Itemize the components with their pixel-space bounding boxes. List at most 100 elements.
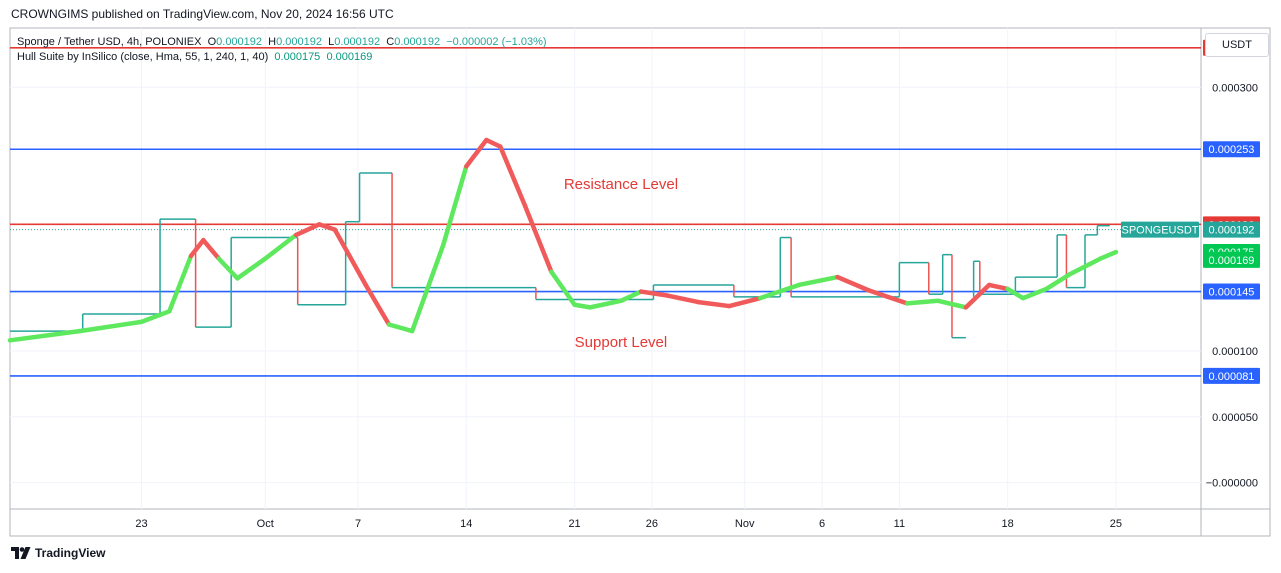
level-tag-4: 0.000081 <box>1209 371 1255 383</box>
legend-indicator-row: Hull Suite by InSilico (close, Hma, 55, … <box>17 50 547 65</box>
hull-segment <box>572 302 593 310</box>
hull-segment <box>796 274 840 288</box>
currency-button[interactable]: USDT <box>1205 33 1269 57</box>
x-tick-label-10: 25 <box>1110 518 1122 530</box>
x-tick-label-3: 14 <box>460 518 472 530</box>
hull-segment <box>363 282 392 327</box>
hull-segment <box>963 282 992 310</box>
legend-low-label: L <box>328 36 335 48</box>
annotations: Resistance Level Support Level <box>564 176 678 351</box>
y-tick-label-0: 0.000300 <box>1212 82 1258 94</box>
legend-high-label: H <box>268 36 277 48</box>
annotation-0: Resistance Level <box>564 176 678 193</box>
hull-segment <box>332 227 369 288</box>
hull-segment <box>726 295 763 309</box>
x-tick-label-2: 7 <box>355 518 361 530</box>
last-price-tag: 0.000192 <box>1209 225 1255 237</box>
annotation-1: Support Level <box>575 334 668 351</box>
hull-segment <box>1044 272 1072 292</box>
x-tick-label-8: 11 <box>894 518 905 530</box>
hull-segment <box>188 237 206 259</box>
x-axis-ticks: 23 Oct 7 14 21 26 Nov 6 11 18 25 <box>135 518 1122 530</box>
legend-high: 0.000192 <box>276 36 322 48</box>
hull-segment <box>1098 249 1119 261</box>
hull-segment <box>665 293 701 305</box>
footer-brand: TradingView <box>11 546 105 560</box>
hull-segment <box>167 253 194 314</box>
price-step-line <box>10 172 1110 339</box>
hull-segment <box>201 237 222 261</box>
x-tick-label-7: 6 <box>819 518 825 530</box>
level-tag-4-bg <box>1203 367 1260 384</box>
level-tag-1-bg <box>1203 141 1260 158</box>
hull-segment <box>498 144 528 209</box>
legend: Sponge / Tether USD, 4h, POLONIEX O0.000… <box>17 35 547 65</box>
legend-low: 0.000192 <box>334 36 381 48</box>
legend-indicator-value-2: 0.000169 <box>326 51 373 63</box>
hull-segment <box>835 274 871 293</box>
y-tick-label-2: 0.000050 <box>1212 412 1258 424</box>
legend-symbol-row: Sponge / Tether USD, 4h, POLONIEX O0.000… <box>17 35 547 50</box>
legend-open: 0.000192 <box>216 36 263 48</box>
hull-segment <box>440 164 469 248</box>
hull-segment <box>1082 256 1103 269</box>
x-tick-label-4: 21 <box>568 518 580 530</box>
hull-segment <box>216 256 240 281</box>
hull-segment <box>77 319 144 334</box>
last-price-tag-bg <box>1203 221 1260 238</box>
legend-symbol[interactable]: Sponge / Tether USD, 4h, POLONIEX <box>17 36 202 48</box>
level-tag-3: 0.000145 <box>1209 287 1255 299</box>
legend-indicator-value-1: 0.000175 <box>274 51 321 63</box>
legend-change: −0.000002 (−1.03%) <box>446 36 547 48</box>
y-tick-label-3: −0.000000 <box>1206 478 1258 490</box>
hull-segment <box>549 269 577 307</box>
hull-segment <box>139 309 172 325</box>
level-lines <box>10 46 1201 377</box>
hull-segment <box>935 298 969 310</box>
x-tick-label-0: 23 <box>135 518 147 530</box>
symbol-tag-bg <box>1121 221 1199 238</box>
x-tick-label-6: Nov <box>735 518 755 530</box>
hull-segment <box>757 282 802 301</box>
grid-lines <box>10 28 1201 509</box>
legend-open-label: O <box>207 36 217 48</box>
hull-segment <box>409 243 446 334</box>
hull-segment <box>484 137 503 149</box>
hull-segment <box>1067 264 1088 277</box>
legend-close-label: C <box>386 36 395 48</box>
hull-segment <box>696 299 732 309</box>
y-tick-label-1: 0.000100 <box>1212 346 1258 358</box>
hull-segment <box>1020 286 1049 301</box>
hull-segment <box>587 298 624 310</box>
legend-close: 0.000192 <box>394 36 441 48</box>
x-tick-label-1: Oct <box>257 518 274 530</box>
level-tag-1: 0.000253 <box>1209 144 1255 156</box>
hull-segment <box>317 222 338 232</box>
x-tick-label-9: 18 <box>1002 518 1014 530</box>
legend-indicator-name[interactable]: Hull Suite by InSilico (close, Hma, 55, … <box>17 51 269 63</box>
publisher-header: CROWNGIMS published on TradingView.com, … <box>11 7 394 21</box>
chart-border <box>9 27 1271 537</box>
hull-segment <box>522 203 554 275</box>
hull-band <box>7 137 1119 343</box>
y-axis-ticks: 0.000300 0.000100 0.000050 −0.000000 <box>1206 82 1258 489</box>
hull-segment <box>986 282 1010 292</box>
hull-tag-1: 0.000169 <box>1209 255 1255 267</box>
hull-segment <box>904 298 941 306</box>
hull-segment <box>7 328 82 343</box>
symbol-tag: SPONGEUSDT <box>1121 225 1198 237</box>
hull-segment <box>1005 286 1026 301</box>
hull-segment <box>293 222 322 238</box>
hull-segment <box>235 256 268 281</box>
hull-segment <box>262 232 299 261</box>
level-tag-3-bg <box>1203 283 1260 300</box>
hull-segment <box>464 137 489 169</box>
tradingview-logo-icon <box>11 547 31 559</box>
footer-brand-text: TradingView <box>35 546 106 560</box>
hull-segment <box>386 322 415 334</box>
hull-segment <box>618 289 644 304</box>
hull-segment <box>638 289 670 298</box>
hull-segment <box>866 287 910 306</box>
hull-tag-1-bg <box>1203 251 1260 268</box>
